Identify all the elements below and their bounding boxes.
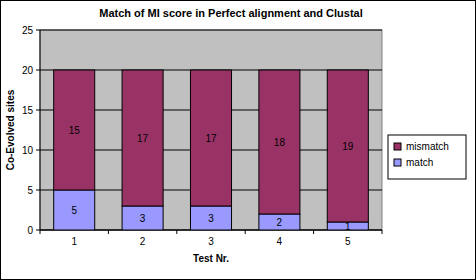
data-label: 17 <box>205 133 217 144</box>
legend: mismatch match <box>388 135 466 179</box>
x-tick <box>176 230 177 234</box>
plot-area <box>40 30 382 230</box>
x-tick-label: 3 <box>208 236 214 247</box>
legend-swatch <box>394 159 401 166</box>
x-tick-label: 5 <box>345 236 351 247</box>
data-label: 3 <box>140 213 146 224</box>
data-label: 5 <box>71 205 77 216</box>
y-tick-label: 10 <box>22 145 34 156</box>
data-label: 15 <box>69 125 81 136</box>
y-tick <box>36 190 40 191</box>
bars <box>54 70 369 230</box>
x-tick <box>40 230 41 234</box>
bar-segment <box>259 70 300 214</box>
chart-area <box>1 1 476 280</box>
x-tick <box>245 230 246 234</box>
legend-label: mismatch <box>406 141 449 152</box>
x-tick-label: 2 <box>140 236 146 247</box>
y-tick-label: 20 <box>22 65 34 76</box>
y-tick-label: 0 <box>27 225 33 236</box>
bar-segment <box>327 70 368 222</box>
x-tick <box>313 230 314 234</box>
bar-segment <box>190 70 231 206</box>
grid-line <box>40 30 382 31</box>
y-axis <box>40 30 41 230</box>
data-labels: 5 15 3 17 3 17 2 18 1 19 <box>69 125 354 232</box>
x-tick <box>382 230 383 234</box>
chart-svg: Match of MI score in Perfect alignment a… <box>0 0 476 280</box>
bar-segment <box>122 206 163 230</box>
bar-segment <box>122 70 163 206</box>
y-tick <box>36 110 40 111</box>
bar-segment <box>54 70 95 190</box>
y-tick-label: 5 <box>27 185 33 196</box>
data-label: 18 <box>274 137 286 148</box>
x-tick-label: 1 <box>71 236 77 247</box>
data-label: 19 <box>342 141 354 152</box>
legend-swatch <box>394 143 401 150</box>
bar-segment <box>190 206 231 230</box>
y-tick-label: 15 <box>22 105 34 116</box>
bar-segment <box>259 214 300 230</box>
chart-container: Match of MI score in Perfect alignment a… <box>0 0 476 280</box>
chart-title: Match of MI score in Perfect alignment a… <box>99 7 362 19</box>
y-tick <box>36 150 40 151</box>
data-label: 3 <box>208 213 214 224</box>
data-label: 2 <box>277 217 283 228</box>
y-tick <box>36 230 40 231</box>
x-axis-title: Test Nr. <box>193 253 229 264</box>
y-tick-label: 25 <box>22 25 34 36</box>
legend-box <box>388 135 466 179</box>
data-label: 1 <box>345 221 351 232</box>
y-tick <box>36 30 40 31</box>
data-label: 17 <box>137 133 149 144</box>
y-tick <box>36 70 40 71</box>
x-tick <box>108 230 109 234</box>
y-axis-title: Co-Evolved sites <box>5 89 16 170</box>
x-tick-label: 4 <box>277 236 283 247</box>
legend-label: match <box>406 157 433 168</box>
bar-segment <box>54 190 95 230</box>
